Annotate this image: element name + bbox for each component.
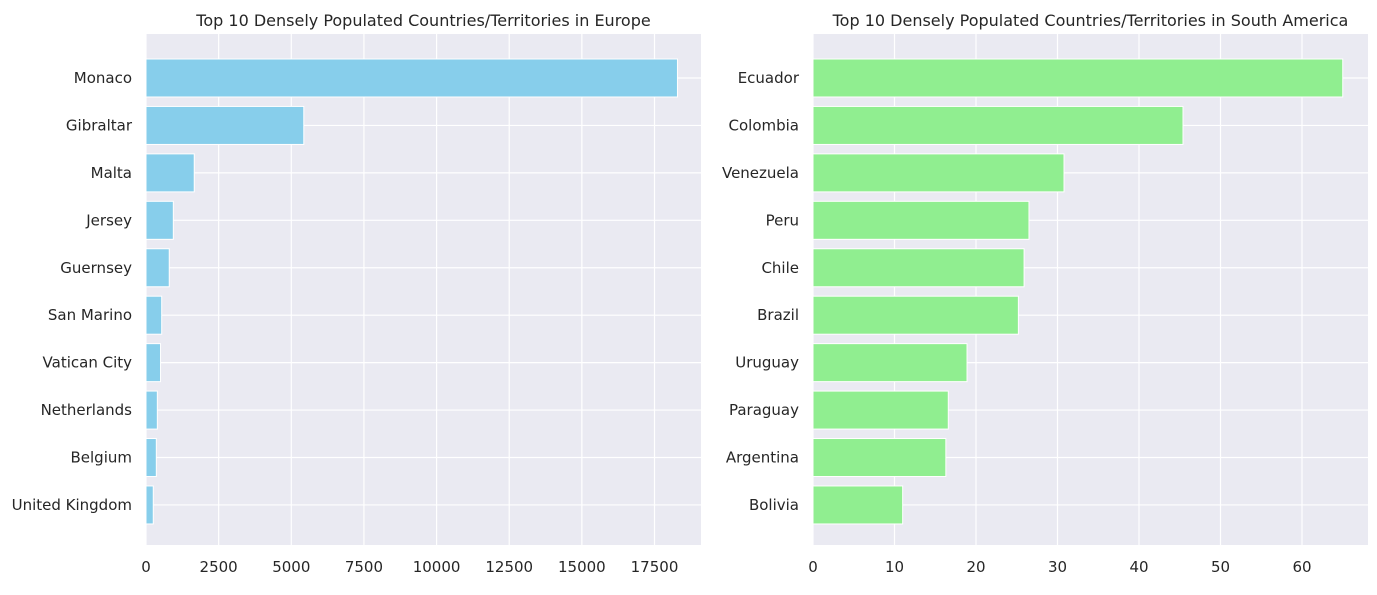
x-tick-label: 60 — [1292, 558, 1311, 576]
bar-monaco — [145, 58, 678, 98]
bar-uruguay — [812, 343, 968, 383]
bar-brazil — [812, 295, 1019, 335]
y-tick-label: Netherlands — [41, 401, 133, 419]
chart-panel-2: 0 10 20 30 40 50 60 Ecuador Colombia Venezuela Per… — [722, 11, 1368, 576]
chart-title: Top 10 Densely Populated Countries/Terri… — [195, 11, 650, 30]
x-tick-label: 30 — [1048, 558, 1067, 576]
x-tick-label: 15000 — [558, 558, 606, 576]
y-tick-label: Malta — [91, 164, 132, 182]
x-tick-label: 0 — [141, 558, 151, 576]
bar-ecuador — [812, 58, 1344, 98]
bar-jersey — [145, 200, 174, 240]
y-tick-label: Ecuador — [738, 69, 800, 87]
x-tick-label: 7500 — [345, 558, 383, 576]
y-tick-label: Uruguay — [735, 354, 799, 372]
x-tick-label: 20 — [966, 558, 985, 576]
y-tick-label: Bolivia — [749, 496, 799, 514]
y-tick-label: Gibraltar — [66, 116, 133, 134]
bar-venezuela — [812, 153, 1065, 193]
y-tick-label: Argentina — [726, 449, 799, 467]
bar-san-marino — [145, 295, 163, 335]
x-tick-label: 17500 — [631, 558, 679, 576]
x-tick-label: 50 — [1211, 558, 1230, 576]
bar-gibraltar — [145, 105, 305, 145]
bar-malta — [145, 153, 195, 193]
y-tick-label: San Marino — [48, 306, 132, 324]
x-tick-label: 10 — [885, 558, 904, 576]
bar-colombia — [812, 105, 1184, 145]
y-tick-label: Vatican City — [43, 354, 133, 372]
y-tick-label: Peru — [766, 211, 799, 229]
x-tick-label: 2500 — [200, 558, 238, 576]
bar-guernsey — [145, 248, 170, 288]
y-tick-label: Brazil — [757, 306, 799, 324]
x-tick-label: 12500 — [485, 558, 533, 576]
y-tick-label: Belgium — [71, 449, 133, 467]
bar-peru — [812, 200, 1030, 240]
bar-paraguay — [812, 390, 949, 430]
bar-argentina — [812, 438, 947, 478]
y-tick-label: Chile — [761, 259, 799, 277]
y-tick-label: Paraguay — [729, 401, 799, 419]
x-tick-label: 10000 — [413, 558, 461, 576]
y-tick-label: Monaco — [74, 69, 132, 87]
bar-bolivia — [812, 485, 904, 525]
x-tick-label: 5000 — [272, 558, 310, 576]
x-tick-label: 0 — [808, 558, 818, 576]
bar-vatican-city — [145, 343, 162, 383]
y-tick-label: Venezuela — [722, 164, 799, 182]
bar-netherlands — [145, 390, 158, 430]
y-tick-label: Colombia — [729, 116, 800, 134]
y-tick-label: Guernsey — [60, 259, 132, 277]
bar-united-kingdom — [145, 485, 154, 525]
bar-belgium — [145, 438, 157, 478]
x-tick-label: 40 — [1129, 558, 1148, 576]
y-tick-label: United Kingdom — [12, 496, 132, 514]
y-tick-label: Jersey — [85, 211, 132, 229]
chart-panel-1: 0 2500 5000 7500 10000 12500 15000 17500 Monaco G… — [12, 11, 701, 576]
chart-title: Top 10 Densely Populated Countries/Terri… — [832, 11, 1349, 30]
bar-chile — [812, 248, 1025, 288]
